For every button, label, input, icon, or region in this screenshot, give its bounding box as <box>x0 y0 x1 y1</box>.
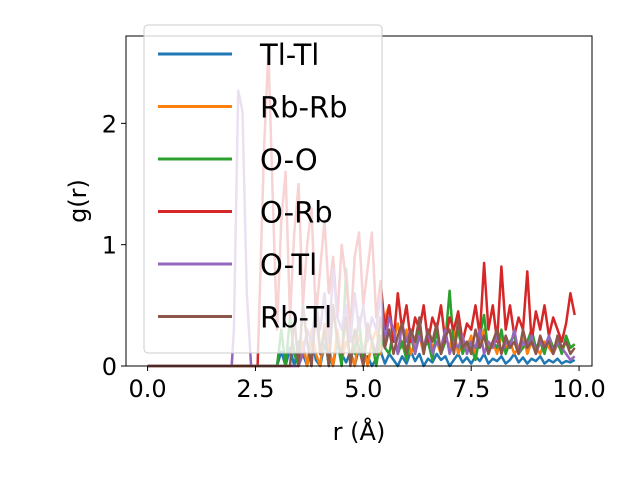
x-tick-label: 2.5 <box>236 375 274 403</box>
x-tick-label: 5.0 <box>344 375 382 403</box>
legend-label: Tl-Tl <box>259 38 319 72</box>
y-axis-label: g(r) <box>64 179 92 223</box>
legend-label: Rb-Tl <box>260 301 332 335</box>
legend-label: O-Rb <box>260 196 333 230</box>
x-tick-label: 10.0 <box>552 375 605 403</box>
legend-label: O-O <box>260 143 318 177</box>
x-axis-label: r (Å) <box>333 417 386 446</box>
legend: Tl-Tl Rb-Rb O-O O-Rb O-Tl Rb-Tl <box>143 24 383 354</box>
x-axis-ticks: 0.0 2.5 5.0 7.5 10.0 <box>128 366 606 403</box>
x-tick-label: 7.5 <box>452 375 490 403</box>
y-tick-label: 2 <box>102 110 117 138</box>
y-tick-label: 0 <box>102 353 117 381</box>
legend-label: O-Tl <box>260 248 317 282</box>
legend-label: Rb-Rb <box>260 91 348 125</box>
y-tick-label: 1 <box>102 232 117 260</box>
y-axis-ticks: 0 1 2 <box>102 110 126 381</box>
x-tick-label: 0.0 <box>128 375 166 403</box>
